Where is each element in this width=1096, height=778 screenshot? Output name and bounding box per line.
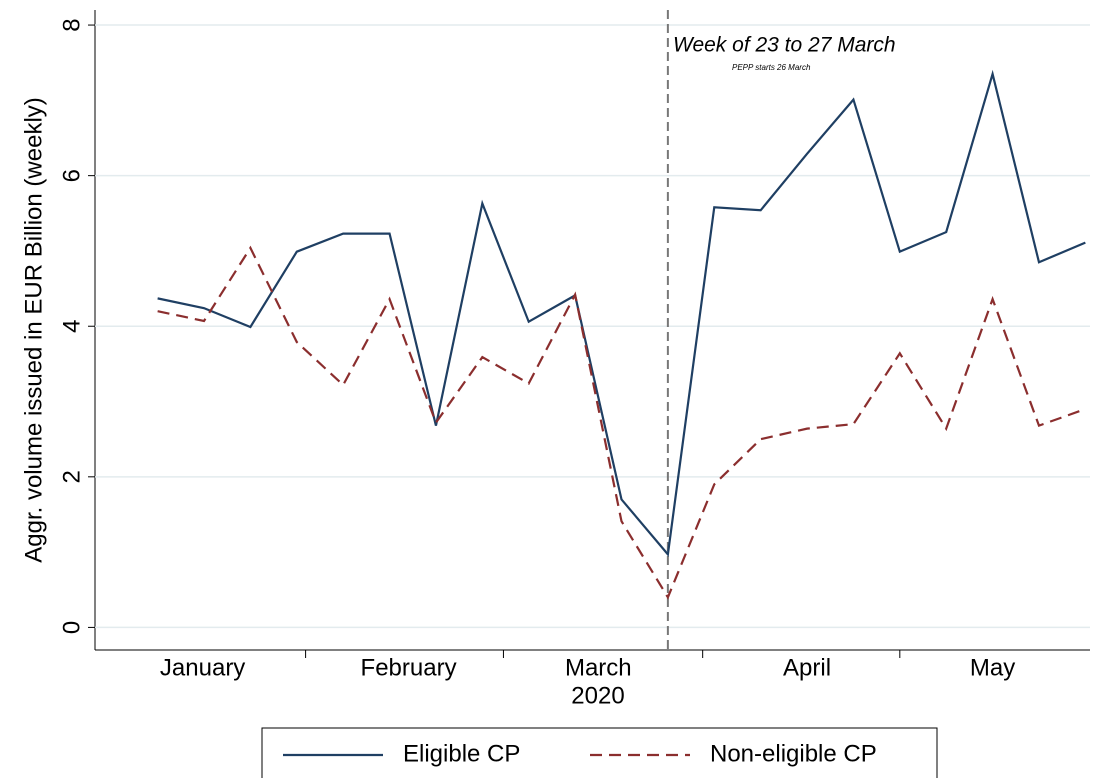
y-axis-title: Aggr. volume issued in EUR Billion (week… [20,97,47,563]
x-tick-label: April [783,654,831,681]
x-axis-title: 2020 [571,682,624,709]
series-line [157,69,1086,557]
series-line [157,245,1086,600]
legend-label: Non-eligible CP [710,740,877,767]
annotation: Week of 23 to 27 March [673,34,896,57]
x-tick-label: January [160,654,245,681]
legend-box [261,727,938,778]
legend-label: Eligible CP [403,740,520,767]
y-tick-label: 6 [58,169,85,182]
y-tick-label: 0 [58,621,85,634]
x-tick-label: February [361,654,457,681]
y-tick-label: 2 [58,470,85,483]
y-tick-label: 4 [58,320,85,333]
annotation: PEPP starts 26 March [732,63,811,72]
x-tick-label: May [970,654,1015,681]
x-tick-label: March [565,654,632,681]
y-tick-label: 8 [58,18,85,31]
